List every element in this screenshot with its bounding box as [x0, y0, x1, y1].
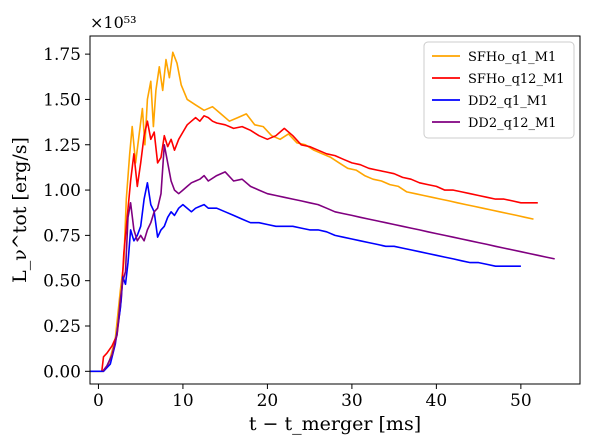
y-tick-label: 0.00	[43, 362, 81, 382]
y-tick-label: 1.00	[43, 181, 81, 201]
x-tick-label: 0	[93, 391, 104, 411]
x-tick-label: 20	[257, 391, 279, 411]
y-axis-multiplier: ×10⁵³	[90, 13, 137, 32]
legend: SFHo_q1_M1 SFHo_q12_M1 DD2_q1_M1 DD2_q12_M1	[423, 41, 575, 139]
y-tick-label: 1.50	[43, 90, 81, 110]
legend-label: DD2_q12_M1	[468, 116, 557, 131]
series-line-sfho-q12-m1	[101, 115, 538, 372]
plot-frame	[89, 35, 581, 385]
y-tick-label: 0.25	[43, 317, 81, 337]
x-tick-label: 40	[426, 391, 448, 411]
series-line-sfho-q1-m1	[90, 51, 534, 373]
y-tick-label: 0.75	[43, 226, 81, 246]
y-axis-label: L_ν^tot [erg/s]	[9, 137, 31, 283]
legend-box	[423, 41, 575, 139]
x-tick-label: 10	[172, 391, 194, 411]
x-tick-label: 30	[341, 391, 363, 411]
y-tick-label: 1.75	[43, 45, 81, 65]
x-axis-label: t − t_merger [ms]	[249, 413, 421, 435]
y-tick-label: 1.25	[43, 136, 81, 156]
legend-label: DD2_q1_M1	[468, 94, 548, 109]
x-tick-label: 50	[510, 391, 532, 411]
series-line-dd2-q1-m1	[90, 182, 521, 373]
series-line-dd2-q12-m1	[102, 144, 555, 372]
legend-label: SFHo_q1_M1	[468, 50, 556, 65]
legend-label: SFHo_q12_M1	[468, 72, 565, 87]
y-tick-label: 0.50	[43, 272, 81, 292]
axis-ticks: 0 10 20 30 40 50 0.00 0.25 0.50 0.75 1.00 1.25 1.50 1…	[43, 45, 532, 411]
plot-area	[90, 51, 555, 373]
